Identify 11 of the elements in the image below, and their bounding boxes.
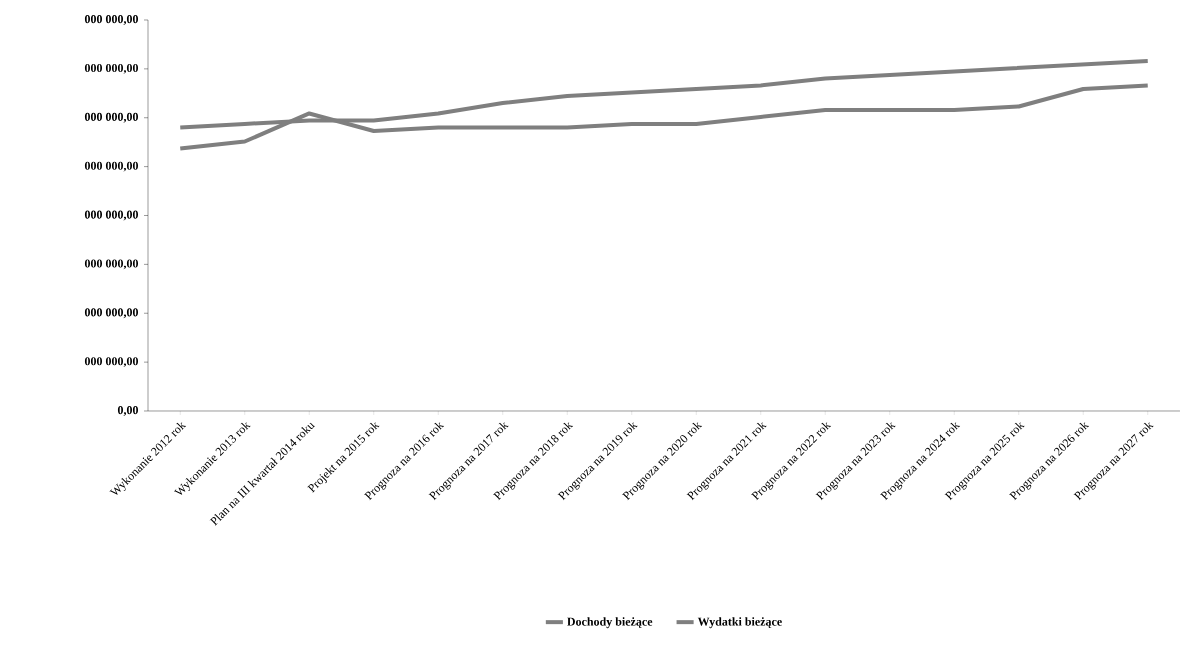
legend-label: Dochody bieżące xyxy=(567,617,653,629)
text: 000 000,00 xyxy=(84,15,139,25)
text: 000 000,00 xyxy=(84,210,139,221)
text: 000 000,00 xyxy=(84,259,139,270)
text: 000 000,00 xyxy=(84,357,139,368)
text: 000 000,00 xyxy=(84,308,139,319)
text: 000 000,00 xyxy=(84,161,139,172)
text: 0,00 xyxy=(117,406,139,416)
legend-label: Wydatki bieżące xyxy=(697,617,782,629)
text: 000 000,00 xyxy=(84,63,139,74)
text: 000 000,00 xyxy=(84,112,139,123)
